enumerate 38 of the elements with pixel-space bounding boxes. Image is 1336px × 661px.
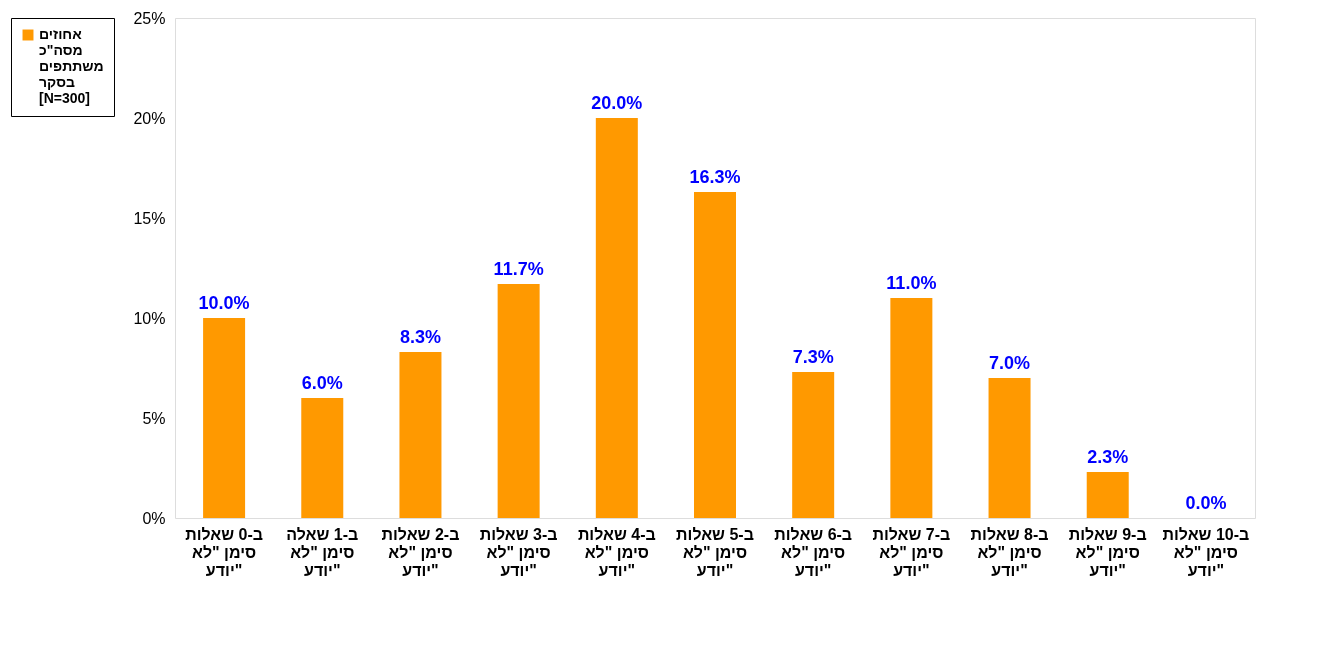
data-label: 11.0% [886, 273, 937, 293]
y-tick-label: 25% [133, 9, 166, 27]
bar [497, 284, 540, 518]
bar [1086, 472, 1129, 518]
x-tick-label: ב-6 שאלות סימן "לא יודע" [774, 525, 853, 579]
x-tick-label: ב-9 שאלות סימן "לא יודע" [1068, 525, 1147, 579]
x-tick-label: ב-1 שאלה סימן "לא יודע" [286, 525, 359, 579]
y-tick-label: 10% [133, 309, 166, 327]
data-label: 8.3% [399, 327, 441, 347]
x-tick-label: ב-5 שאלות סימן "לא יודע" [676, 525, 754, 579]
bar [792, 372, 835, 518]
bar [595, 118, 638, 518]
data-label: 0.0% [1185, 493, 1227, 513]
bar [890, 298, 933, 518]
x-tick-label: ב-10 שאלות סימן "לא יודע" [1162, 525, 1250, 579]
data-label: 10.0% [198, 293, 250, 313]
x-tick-label: ב-8 שאלות סימן "לא יודע" [970, 525, 1049, 579]
bar [694, 192, 736, 518]
y-tick-label: 5% [142, 409, 166, 427]
bar [988, 378, 1031, 518]
x-tick-label: ב-0 שאלות סימן "לא יודע" [185, 525, 264, 579]
data-label: 6.0% [301, 373, 343, 393]
data-label: 7.0% [989, 353, 1031, 373]
data-label: 11.7% [493, 259, 544, 279]
data-label: 16.3% [689, 167, 741, 187]
x-tick-label: ב-2 שאלות סימן "לא יודע" [381, 525, 460, 579]
y-tick-label: 15% [133, 209, 166, 227]
data-label: 2.3% [1087, 447, 1129, 467]
x-tick-label: ב-4 שאלות סימן "לא יודע" [577, 525, 656, 579]
data-label: 20.0% [591, 93, 643, 113]
data-label: 7.3% [792, 347, 834, 367]
bar [399, 352, 442, 518]
bar [203, 318, 246, 518]
y-tick-label: 20% [133, 109, 166, 127]
x-tick-label: ב-7 שאלות סימן "לא יודע" [872, 525, 951, 579]
bar [301, 398, 344, 518]
x-tick-label: ב-3 שאלות סימן "לא יודע" [479, 525, 558, 579]
y-tick-label: 0% [142, 509, 166, 527]
